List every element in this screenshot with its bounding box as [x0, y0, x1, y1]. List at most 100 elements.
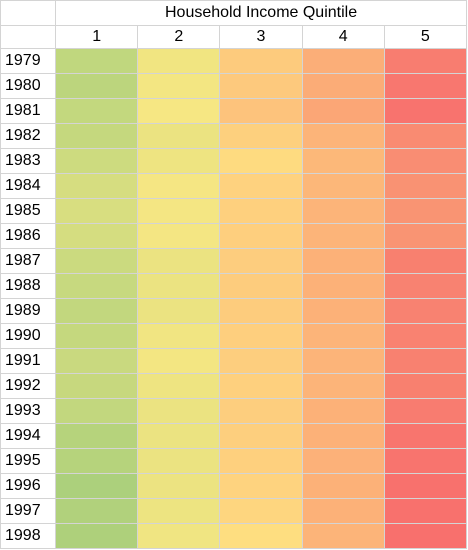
heat-cell-q3[interactable] — [219, 123, 303, 149]
year-cell[interactable]: 1996 — [0, 473, 57, 499]
heat-cell-q1[interactable] — [55, 98, 139, 124]
heat-cell-q3[interactable] — [219, 248, 303, 274]
heat-cell-q2[interactable] — [137, 348, 221, 374]
heat-cell-q2[interactable] — [137, 498, 221, 524]
heat-cell-q4[interactable] — [301, 173, 385, 199]
heat-cell-q3[interactable] — [219, 348, 303, 374]
heat-cell-q4[interactable] — [301, 148, 385, 174]
heat-cell-q3[interactable] — [219, 48, 303, 74]
heat-cell-q4[interactable] — [301, 448, 385, 474]
heat-cell-q2[interactable] — [137, 473, 221, 499]
year-cell[interactable]: 1979 — [0, 48, 57, 74]
heat-cell-q5[interactable] — [383, 98, 468, 124]
year-cell[interactable]: 1993 — [0, 398, 57, 424]
year-cell[interactable]: 1982 — [0, 123, 57, 149]
heat-cell-q1[interactable] — [55, 148, 139, 174]
quintile-header-5[interactable]: 5 — [383, 25, 468, 49]
heat-cell-q2[interactable] — [137, 198, 221, 224]
heat-cell-q4[interactable] — [301, 248, 385, 274]
heat-cell-q1[interactable] — [55, 173, 139, 199]
quintile-header-3[interactable]: 3 — [219, 25, 303, 49]
heat-cell-q5[interactable] — [383, 498, 468, 524]
heat-cell-q2[interactable] — [137, 98, 221, 124]
year-cell[interactable]: 1981 — [0, 98, 57, 124]
heat-cell-q5[interactable] — [383, 248, 468, 274]
heat-cell-q1[interactable] — [55, 323, 139, 349]
heat-cell-q4[interactable] — [301, 123, 385, 149]
heat-cell-q4[interactable] — [301, 323, 385, 349]
year-cell[interactable]: 1994 — [0, 423, 57, 449]
heat-cell-q2[interactable] — [137, 248, 221, 274]
heat-cell-q3[interactable] — [219, 223, 303, 249]
heat-cell-q4[interactable] — [301, 273, 385, 299]
heat-cell-q5[interactable] — [383, 448, 468, 474]
heat-cell-q4[interactable] — [301, 348, 385, 374]
heat-cell-q4[interactable] — [301, 48, 385, 74]
heat-cell-q2[interactable] — [137, 223, 221, 249]
heat-cell-q5[interactable] — [383, 523, 468, 549]
heat-cell-q1[interactable] — [55, 398, 139, 424]
heat-cell-q2[interactable] — [137, 423, 221, 449]
quintile-header-4[interactable]: 4 — [301, 25, 385, 49]
heat-cell-q1[interactable] — [55, 198, 139, 224]
heat-cell-q1[interactable] — [55, 373, 139, 399]
corner-cell-2[interactable] — [0, 25, 57, 49]
heat-cell-q3[interactable] — [219, 398, 303, 424]
heat-cell-q3[interactable] — [219, 148, 303, 174]
heat-cell-q1[interactable] — [55, 473, 139, 499]
year-cell[interactable]: 1980 — [0, 73, 57, 99]
heat-cell-q1[interactable] — [55, 223, 139, 249]
heat-cell-q5[interactable] — [383, 48, 468, 74]
heat-cell-q3[interactable] — [219, 173, 303, 199]
heat-cell-q5[interactable] — [383, 423, 468, 449]
heat-cell-q1[interactable] — [55, 248, 139, 274]
year-cell[interactable]: 1985 — [0, 198, 57, 224]
heat-cell-q5[interactable] — [383, 148, 468, 174]
heat-cell-q3[interactable] — [219, 373, 303, 399]
heat-cell-q3[interactable] — [219, 423, 303, 449]
heat-cell-q4[interactable] — [301, 473, 385, 499]
heat-cell-q3[interactable] — [219, 298, 303, 324]
heat-cell-q4[interactable] — [301, 223, 385, 249]
heat-cell-q4[interactable] — [301, 298, 385, 324]
heat-cell-q3[interactable] — [219, 523, 303, 549]
heat-cell-q4[interactable] — [301, 98, 385, 124]
heat-cell-q3[interactable] — [219, 98, 303, 124]
heat-cell-q2[interactable] — [137, 148, 221, 174]
heat-cell-q2[interactable] — [137, 373, 221, 399]
year-cell[interactable]: 1990 — [0, 323, 57, 349]
heat-cell-q1[interactable] — [55, 298, 139, 324]
heat-cell-q5[interactable] — [383, 223, 468, 249]
table-title[interactable]: Household Income Quintile — [55, 0, 467, 26]
heat-cell-q1[interactable] — [55, 73, 139, 99]
heat-cell-q5[interactable] — [383, 123, 468, 149]
corner-cell[interactable] — [0, 0, 57, 26]
heat-cell-q2[interactable] — [137, 173, 221, 199]
heat-cell-q4[interactable] — [301, 373, 385, 399]
heat-cell-q3[interactable] — [219, 73, 303, 99]
heat-cell-q2[interactable] — [137, 448, 221, 474]
quintile-header-1[interactable]: 1 — [55, 25, 139, 49]
heat-cell-q5[interactable] — [383, 348, 468, 374]
heat-cell-q1[interactable] — [55, 123, 139, 149]
heat-cell-q4[interactable] — [301, 73, 385, 99]
year-cell[interactable]: 1989 — [0, 298, 57, 324]
heat-cell-q3[interactable] — [219, 498, 303, 524]
heat-cell-q3[interactable] — [219, 273, 303, 299]
heat-cell-q5[interactable] — [383, 273, 468, 299]
heat-cell-q2[interactable] — [137, 73, 221, 99]
heat-cell-q3[interactable] — [219, 448, 303, 474]
heat-cell-q1[interactable] — [55, 48, 139, 74]
heat-cell-q2[interactable] — [137, 48, 221, 74]
heat-cell-q1[interactable] — [55, 498, 139, 524]
year-cell[interactable]: 1992 — [0, 373, 57, 399]
heat-cell-q4[interactable] — [301, 523, 385, 549]
heat-cell-q4[interactable] — [301, 423, 385, 449]
heat-cell-q4[interactable] — [301, 198, 385, 224]
heat-cell-q5[interactable] — [383, 298, 468, 324]
heat-cell-q5[interactable] — [383, 323, 468, 349]
heat-cell-q5[interactable] — [383, 173, 468, 199]
year-cell[interactable]: 1997 — [0, 498, 57, 524]
year-cell[interactable]: 1987 — [0, 248, 57, 274]
year-cell[interactable]: 1988 — [0, 273, 57, 299]
